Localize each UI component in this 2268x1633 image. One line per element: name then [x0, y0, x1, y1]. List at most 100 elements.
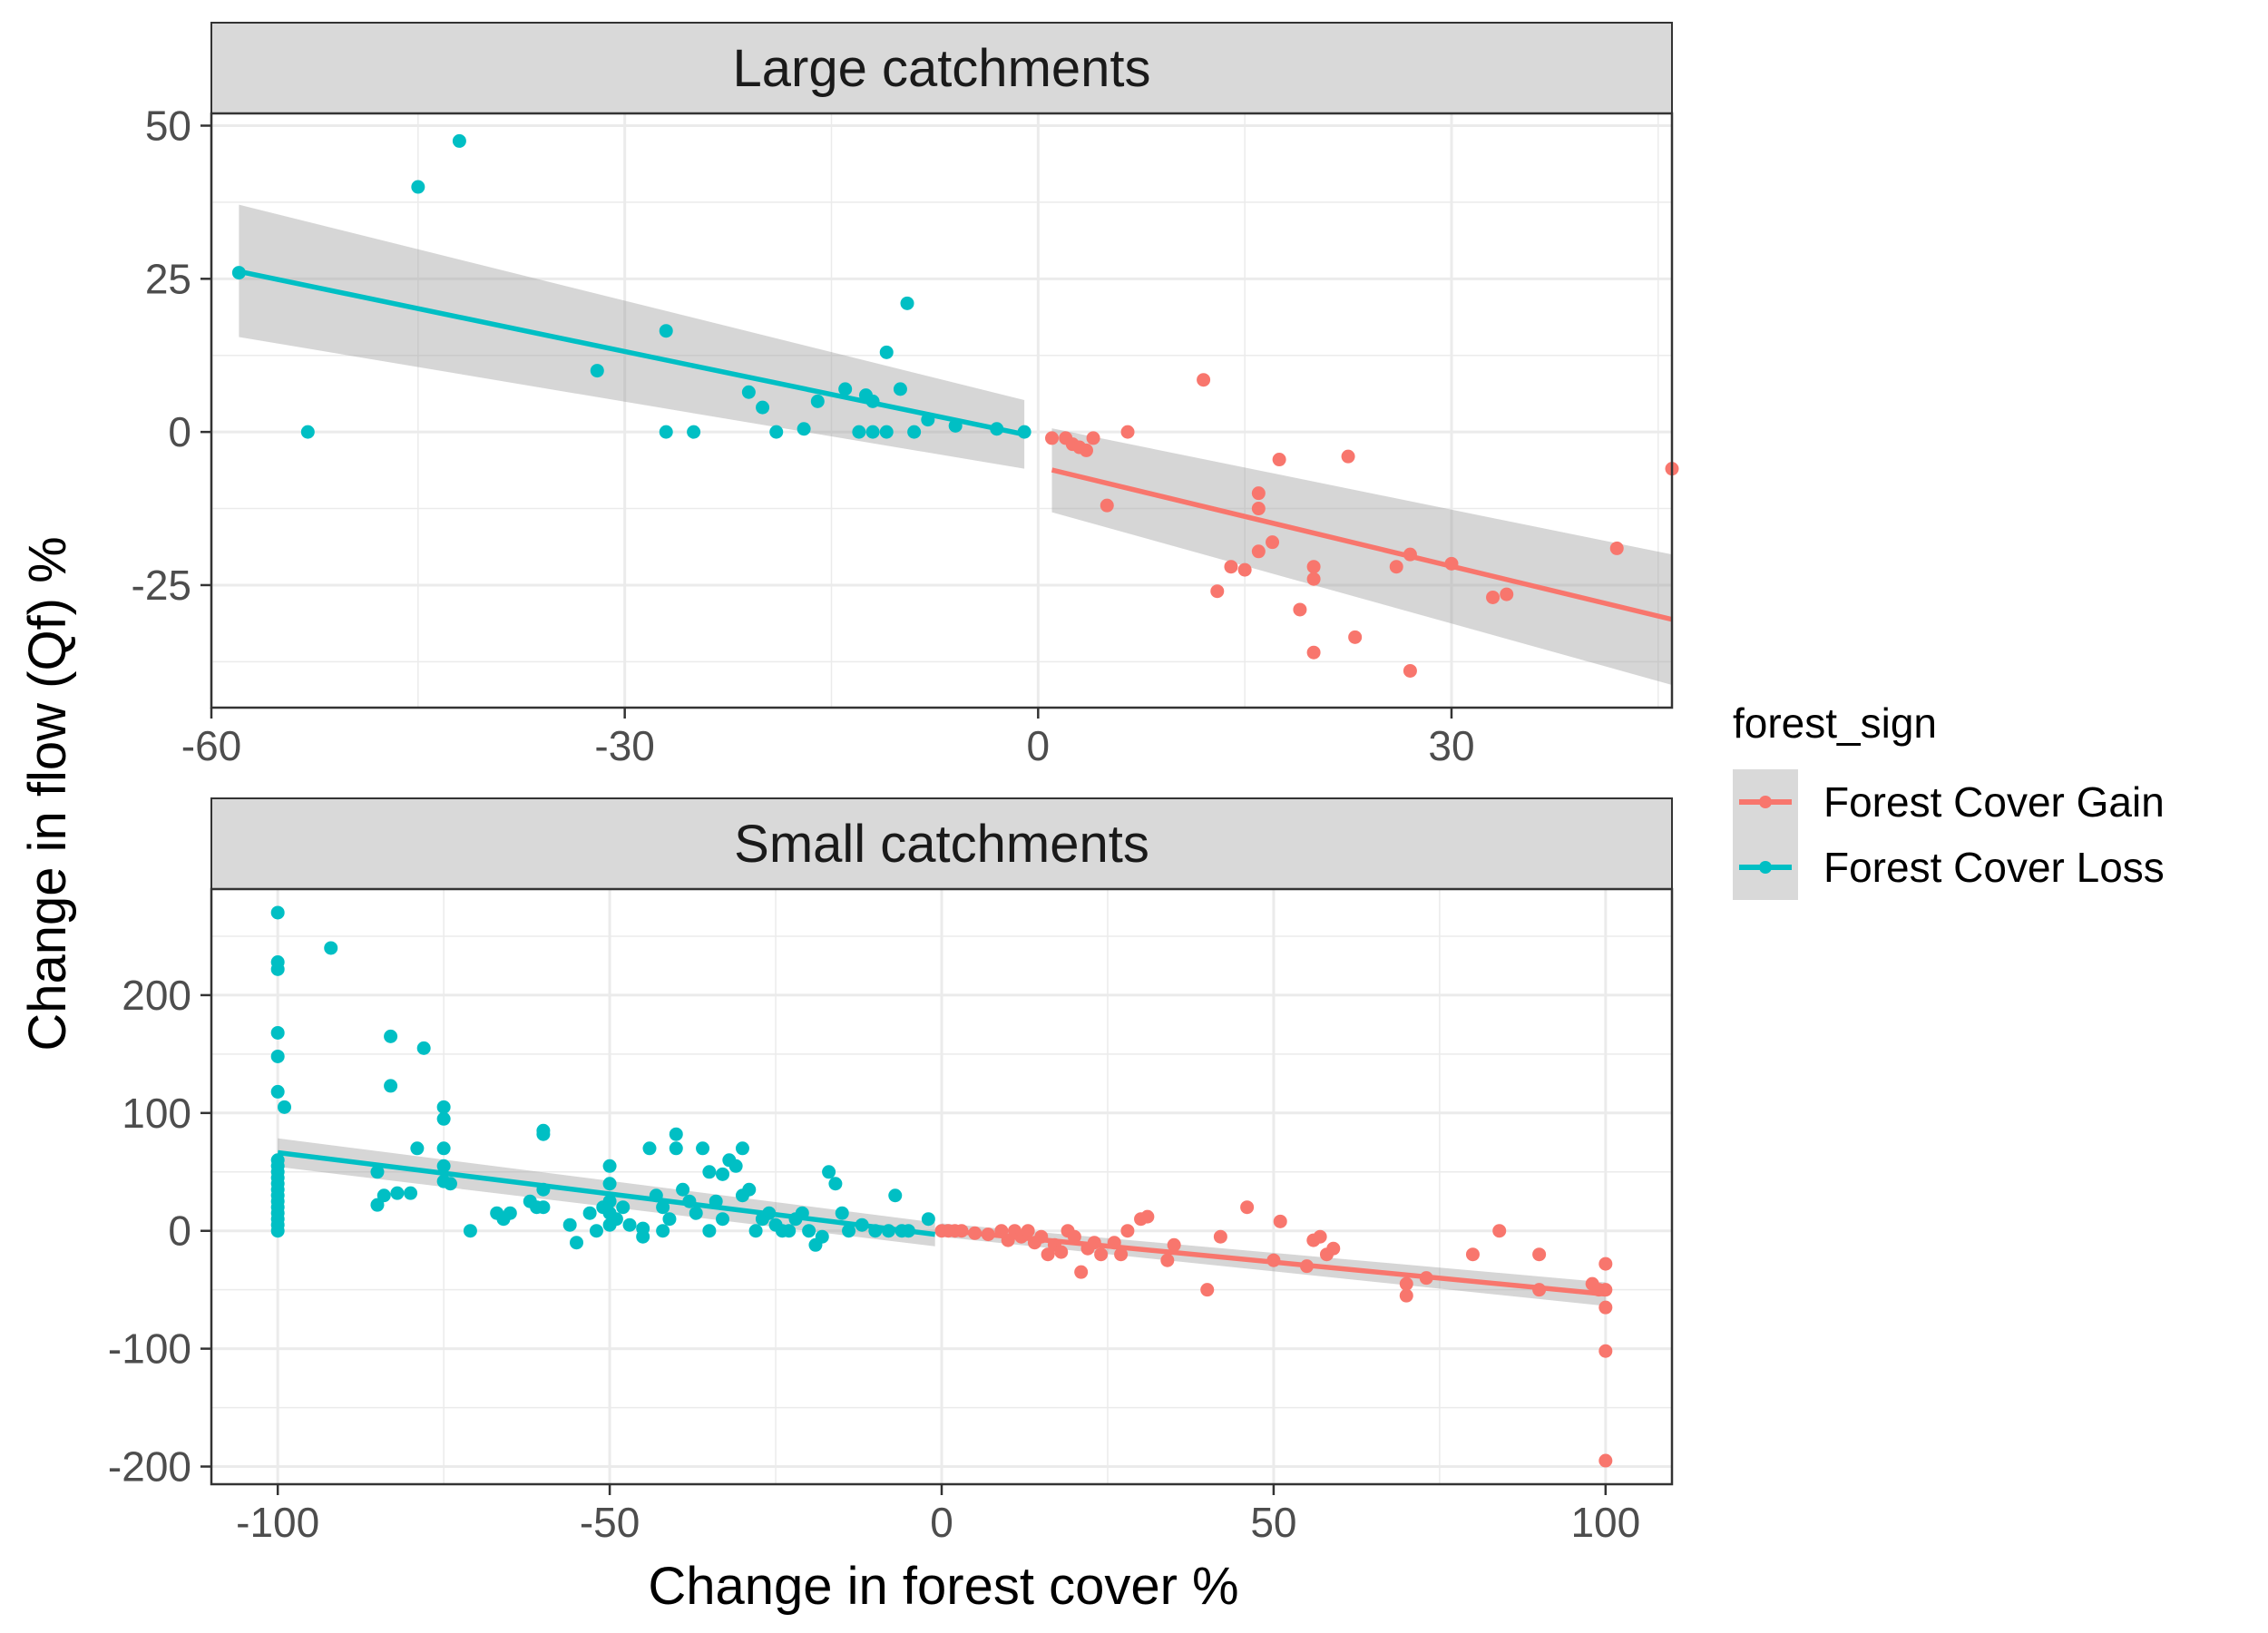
confidence-band-large [239, 204, 1025, 469]
data-point [390, 1186, 405, 1200]
data-point [589, 1224, 603, 1238]
data-point [609, 1212, 623, 1227]
data-point [1224, 560, 1238, 574]
data-point [656, 1224, 670, 1238]
data-point [1313, 1229, 1327, 1244]
data-point [376, 1188, 391, 1203]
data-point [590, 364, 604, 378]
y-tick-label: 200 [122, 972, 191, 1019]
data-point [1598, 1300, 1613, 1315]
data-point [270, 1025, 285, 1040]
data-point [1492, 1224, 1507, 1238]
y-axis-title: Change in flow (Qf) % [18, 536, 77, 1051]
data-point [1237, 562, 1252, 577]
data-point [602, 1194, 617, 1208]
data-point [300, 425, 315, 439]
data-point [687, 425, 701, 439]
data-point [741, 385, 756, 399]
data-point [822, 1165, 836, 1179]
regression-line-large [238, 269, 1025, 437]
data-point [742, 1182, 757, 1197]
data-point [622, 1217, 637, 1232]
y-tick-label: -200 [108, 1443, 191, 1491]
data-point [1326, 1241, 1341, 1256]
data-point [1094, 1247, 1109, 1262]
data-point [835, 1206, 849, 1220]
data-point [1114, 1247, 1129, 1262]
data-point [1341, 449, 1355, 464]
data-point [828, 1177, 843, 1191]
facet-strip-small [210, 797, 1673, 890]
data-point [410, 1141, 425, 1156]
data-point [642, 1141, 657, 1156]
data-point [838, 382, 853, 396]
data-point [748, 1224, 763, 1238]
data-point [463, 1224, 477, 1238]
data-point [270, 962, 285, 976]
panel-border-large [210, 112, 1674, 709]
data-point [1079, 443, 1093, 457]
data-point [452, 133, 466, 148]
data-point [270, 1049, 285, 1063]
x-tick-label: -100 [236, 1499, 319, 1546]
data-point [1054, 1245, 1069, 1259]
data-point [370, 1198, 385, 1212]
data-point [503, 1206, 517, 1220]
data-point [1273, 1214, 1287, 1228]
data-point [602, 1177, 617, 1191]
facet-title-large: Large catchments [732, 39, 1150, 98]
y-tick-label: -100 [108, 1325, 191, 1373]
data-point [810, 394, 825, 408]
data-point [662, 1212, 677, 1227]
plot-area-large [211, 113, 1672, 708]
data-point [436, 1159, 451, 1173]
data-point [669, 1141, 683, 1156]
data-point [1389, 560, 1403, 574]
data-point [384, 1029, 398, 1043]
x-tick-label: 100 [1570, 1499, 1640, 1546]
data-point [797, 422, 811, 436]
data-point [802, 1224, 816, 1238]
x-axis-title: Change in forest cover % [648, 1557, 1238, 1616]
data-point [1399, 1288, 1413, 1303]
data-point [716, 1212, 729, 1227]
data-point [1120, 1224, 1135, 1238]
data-point [324, 941, 338, 955]
data-point [782, 1224, 797, 1238]
y-tick-label: 0 [168, 408, 191, 455]
x-tick-label: 0 [930, 1499, 953, 1546]
legend-item-gain: Forest Cover Gain [1733, 769, 2165, 835]
data-point [616, 1200, 631, 1215]
data-point [1306, 645, 1321, 660]
legend-point-loss [1759, 861, 1772, 874]
data-point [1021, 1224, 1035, 1238]
x-tick-label: 50 [1250, 1499, 1296, 1546]
data-point [842, 1224, 856, 1238]
data-point [443, 1177, 457, 1191]
x-tick-label: 0 [1027, 722, 1051, 769]
data-point [1272, 453, 1286, 467]
data-point [888, 1188, 903, 1203]
y-tick-label: 50 [145, 103, 191, 150]
x-tick-label: -50 [580, 1499, 640, 1546]
data-point [1167, 1237, 1181, 1252]
data-point [879, 345, 894, 359]
data-point [1251, 544, 1266, 559]
data-point [702, 1224, 717, 1238]
data-point [735, 1141, 749, 1156]
data-point [570, 1236, 583, 1250]
legend-point-gain [1759, 796, 1772, 808]
y-tick-label: 25 [145, 255, 191, 302]
data-point [1140, 1209, 1155, 1224]
data-point [1210, 584, 1225, 599]
grid-large [210, 113, 1672, 708]
confidence-band-large [1051, 428, 1672, 686]
data-point [1251, 502, 1266, 516]
data-point [384, 1079, 398, 1093]
legend-item-loss: Forest Cover Loss [1733, 835, 2165, 900]
data-point [659, 425, 673, 439]
data-point [1399, 1276, 1413, 1291]
x-tick-label: 30 [1428, 722, 1474, 769]
data-point [852, 425, 866, 439]
data-point [815, 1229, 829, 1244]
